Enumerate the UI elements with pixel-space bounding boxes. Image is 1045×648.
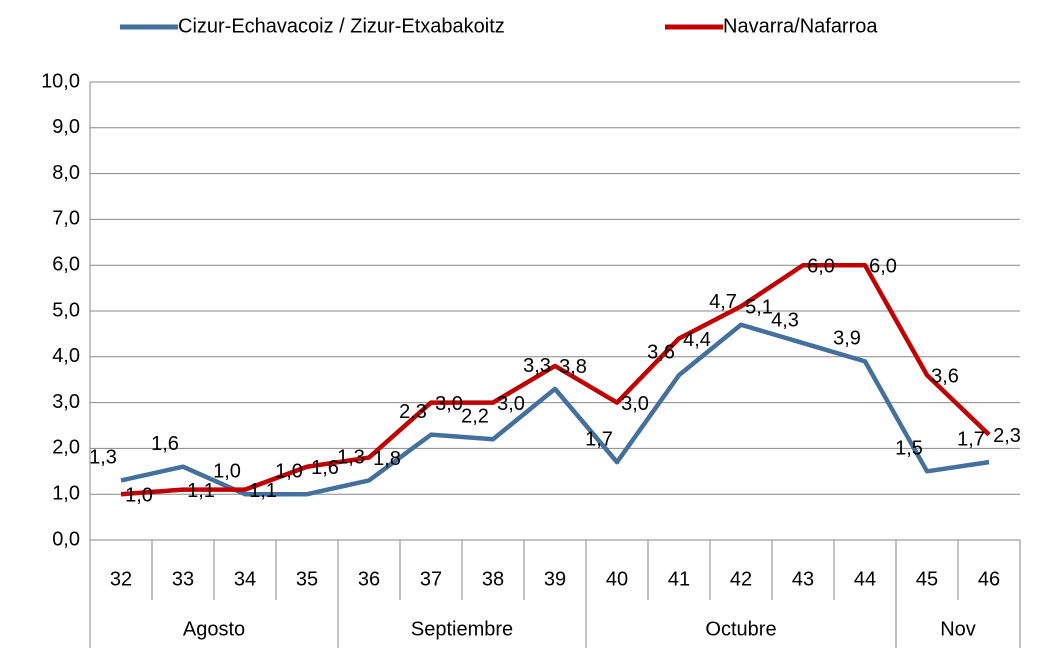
data-label: 3,6 [647,341,675,363]
series-line [120,262,991,497]
data-label: 4,4 [683,329,711,351]
data-label: 1,1 [249,480,277,502]
x-tick-label: 44 [854,568,876,590]
data-label: 1,3 [89,447,117,469]
x-tick-label: 40 [606,568,628,590]
group-label: Agosto [183,618,245,640]
data-label: 1,1 [187,480,215,502]
data-label: 1,3 [337,447,365,469]
data-label: 1,7 [957,428,985,450]
y-tick-label: 10,0 [41,70,80,92]
data-label: 1,8 [373,448,401,470]
x-tick-label: 41 [668,568,690,590]
x-tick-label: 38 [482,568,504,590]
x-tick-label: 36 [358,568,380,590]
y-tick-label: 6,0 [52,253,80,275]
data-label: 1,5 [895,438,923,460]
data-label: 3,8 [559,356,587,378]
x-tick-label: 34 [234,568,256,590]
y-tick-label: 4,0 [52,345,80,367]
data-label: 3,6 [931,365,959,387]
data-label: 2,3 [993,425,1021,447]
x-tick-label: 37 [420,568,442,590]
data-label: 3,0 [497,393,525,415]
data-label: 1,6 [311,457,339,479]
data-label: 3,0 [435,393,463,415]
data-label: 2,3 [399,401,427,423]
data-label: 3,3 [523,355,551,377]
data-label: 6,0 [869,255,897,277]
legend-label: Cizur-Echavacoiz / Zizur-Etxabakoitz [178,15,505,37]
x-tick-label: 33 [172,568,194,590]
y-tick-label: 2,0 [52,437,80,459]
data-label: 1,7 [585,428,613,450]
data-label: 4,7 [709,291,737,313]
y-tick-label: 0,0 [52,528,80,550]
data-label: 1,0 [275,460,303,482]
x-tick-label: 42 [730,568,752,590]
x-tick-label: 46 [978,568,1000,590]
data-label: 6,0 [807,255,835,277]
data-label: 1,0 [125,484,153,506]
y-tick-label: 8,0 [52,162,80,184]
x-tick-label: 32 [110,568,132,590]
y-tick-label: 5,0 [52,299,80,321]
y-tick-label: 1,0 [52,482,80,504]
data-label: 3,9 [833,328,861,350]
x-tick-label: 45 [916,568,938,590]
group-label: Octubre [705,618,776,640]
data-label: 2,2 [461,406,489,428]
y-tick-label: 7,0 [52,208,80,230]
data-label: 3,0 [621,393,649,415]
data-label: 1,0 [213,460,241,482]
y-tick-label: 3,0 [52,391,80,413]
series-line [120,322,990,497]
y-tick-label: 9,0 [52,116,80,138]
x-tick-label: 35 [296,568,318,590]
group-label: Nov [940,618,976,640]
group-label: Septiembre [411,618,513,640]
data-label: 1,6 [151,433,179,455]
x-tick-label: 43 [792,568,814,590]
x-tick-label: 39 [544,568,566,590]
data-label: 5,1 [745,297,773,319]
data-label: 4,3 [771,309,799,331]
legend-label: Navarra/Nafarroa [723,15,878,37]
